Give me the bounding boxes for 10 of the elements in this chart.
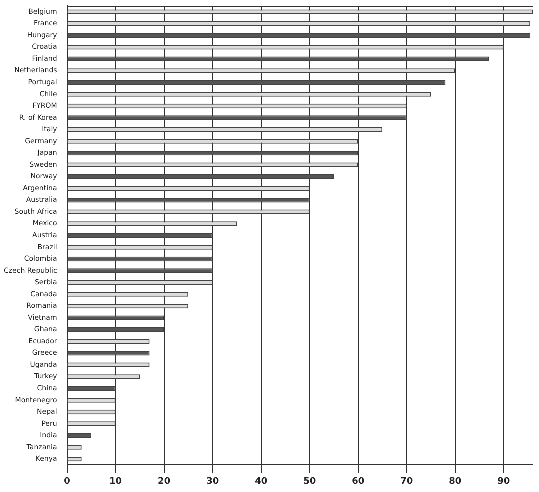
x-tick-label: 10 [110, 476, 122, 487]
x-tick-label: 30 [206, 476, 220, 487]
x-tick-label: 20 [158, 476, 171, 487]
x-tick-label: 60 [352, 476, 365, 487]
x-tick-label: 0 [64, 476, 70, 487]
x-tick-label: 70 [400, 476, 414, 487]
x-tick-label: 80 [449, 476, 462, 487]
x-tick-label: 90 [498, 476, 510, 487]
x-tick-label: 40 [255, 476, 268, 487]
x-tick-label: 50 [304, 476, 316, 487]
